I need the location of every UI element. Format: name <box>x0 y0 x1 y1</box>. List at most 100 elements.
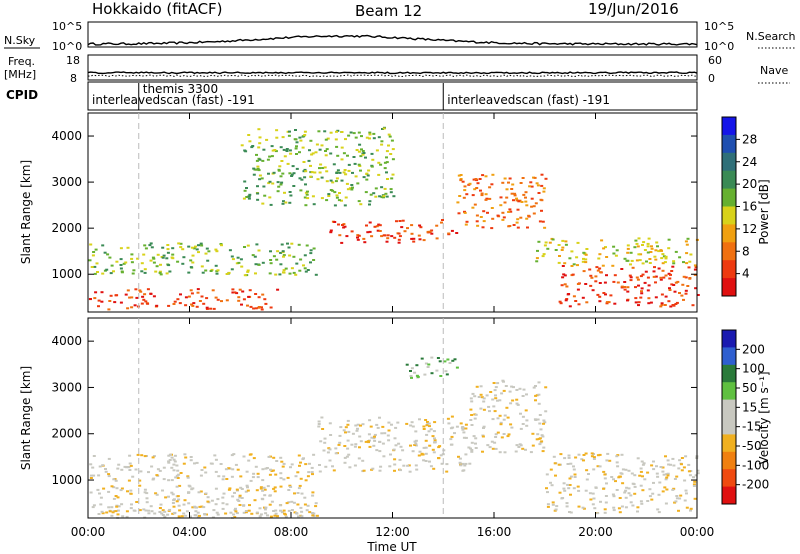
heatmap-cell <box>425 424 429 427</box>
heatmap-cell <box>540 209 543 212</box>
heatmap-cell <box>577 489 581 492</box>
heatmap-cell <box>534 394 538 397</box>
heatmap-cell <box>654 249 658 252</box>
heatmap-cell <box>372 437 376 440</box>
heatmap-cell <box>574 300 578 302</box>
heatmap-cell <box>440 221 443 224</box>
heatmap-cell <box>660 293 664 296</box>
heatmap-cell <box>352 132 356 135</box>
colorbar-tick-label: 24 <box>742 155 757 169</box>
heatmap-cell <box>119 267 123 270</box>
heatmap-cell <box>372 132 376 135</box>
heatmap-cell <box>152 477 156 480</box>
heatmap-cell <box>194 514 198 517</box>
heatmap-cell <box>115 294 119 297</box>
heatmap-cell <box>268 180 272 183</box>
heatmap-cell <box>168 459 172 461</box>
heatmap-cell <box>479 385 483 388</box>
heatmap-cell <box>333 221 337 223</box>
heatmap-cell <box>325 148 329 151</box>
heatmap-cell <box>643 249 647 251</box>
heatmap-cell <box>513 192 517 195</box>
heatmap-cell <box>593 507 597 510</box>
heatmap-cell <box>92 504 96 507</box>
heatmap-cell <box>479 393 483 396</box>
heatmap-cell <box>362 469 366 472</box>
heatmap-cell <box>380 196 384 199</box>
heatmap-cell <box>324 150 327 152</box>
heatmap-cell <box>516 403 520 406</box>
heatmap-cell <box>649 301 653 304</box>
heatmap-cell <box>482 425 486 428</box>
heatmap-cell <box>629 279 633 282</box>
heatmap-cell <box>661 262 665 265</box>
heatmap-cell <box>456 201 460 204</box>
heatmap-cell <box>693 497 697 500</box>
heatmap-cell <box>231 291 235 294</box>
heatmap-cell <box>126 246 130 249</box>
heatmap-cell <box>585 478 589 481</box>
heatmap-cell <box>327 195 331 197</box>
heatmap-cell <box>446 417 450 420</box>
heatmap-cell <box>128 454 132 457</box>
heatmap-cell <box>108 300 112 302</box>
heatmap-cell <box>656 245 659 248</box>
heatmap-cell <box>684 276 688 279</box>
heatmap-cell <box>624 506 628 509</box>
heatmap-cell <box>252 173 256 176</box>
heatmap-cell <box>119 247 123 250</box>
heatmap-cell <box>158 507 162 509</box>
heatmap-cell <box>346 423 350 426</box>
heatmap-cell <box>341 224 344 226</box>
heatmap-cell <box>664 455 667 458</box>
heatmap-cell <box>132 269 136 272</box>
heatmap-cell <box>360 135 363 138</box>
heatmap-cell <box>268 196 272 199</box>
heatmap-cell <box>515 389 519 391</box>
heatmap-cell <box>501 211 505 214</box>
heatmap-cell <box>296 471 300 474</box>
heatmap-cell <box>242 298 246 301</box>
heatmap-cell <box>565 505 569 508</box>
heatmap-cell <box>361 459 365 462</box>
heatmap-cell <box>616 281 620 284</box>
heatmap-cell <box>304 170 308 173</box>
heatmap-cell <box>612 245 616 248</box>
cpid-label: CPID <box>6 88 38 102</box>
heatmap-cell <box>95 262 99 265</box>
heatmap-cell <box>166 513 170 516</box>
heatmap-cell <box>256 198 260 201</box>
heatmap-cell <box>504 385 508 387</box>
heatmap-cell <box>234 507 237 510</box>
heatmap-cell <box>450 415 454 418</box>
heatmap-cell <box>654 258 658 261</box>
heatmap-cell <box>104 468 107 470</box>
heatmap-cell <box>650 498 654 501</box>
heatmap-cell <box>105 268 109 271</box>
heatmap-cell <box>352 156 356 158</box>
heatmap-cell <box>576 241 580 244</box>
heatmap-cell <box>387 429 391 432</box>
heatmap-cell <box>496 382 500 385</box>
heatmap-cell <box>572 468 576 471</box>
heatmap-cell <box>464 423 468 426</box>
heatmap-cell <box>481 174 485 177</box>
heatmap-cell <box>496 431 500 434</box>
heatmap-cell <box>480 396 484 399</box>
heatmap-cell <box>266 485 270 488</box>
heatmap-cell <box>515 197 518 200</box>
heatmap-cell <box>308 511 312 514</box>
power-colorbar-label: Power [dB] <box>757 179 771 244</box>
colorbar-tick-label: 8 <box>742 244 750 258</box>
heatmap-cell <box>665 476 669 479</box>
heatmap-cell <box>516 218 520 221</box>
heatmap-cell <box>147 509 151 512</box>
heatmap-cell <box>634 239 638 242</box>
heatmap-cell <box>663 486 667 489</box>
heatmap-cell <box>97 513 101 515</box>
heatmap-cell <box>680 294 684 297</box>
heatmap-cell <box>175 474 179 477</box>
heatmap-cell <box>613 302 617 305</box>
heatmap-cell <box>108 256 112 259</box>
